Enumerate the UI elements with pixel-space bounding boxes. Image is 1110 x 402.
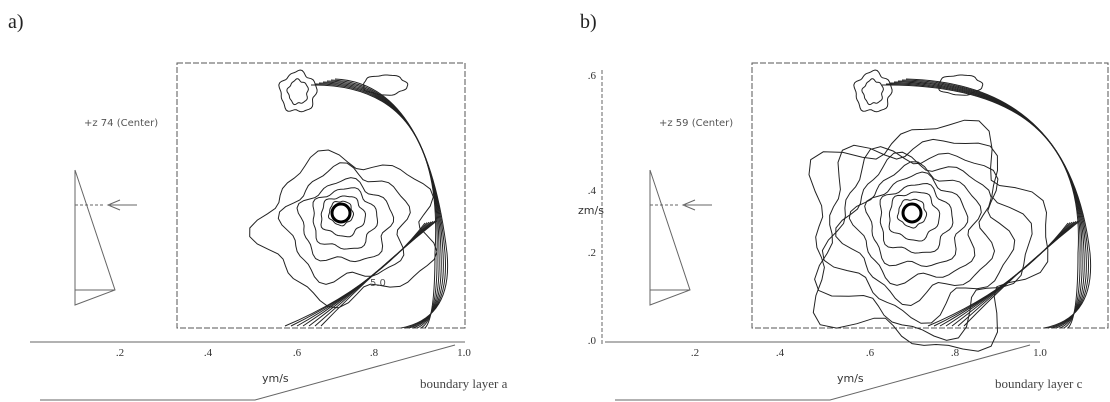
contour: [320, 195, 367, 238]
eddy-contour: [363, 74, 409, 96]
core: [330, 202, 352, 224]
arrow-head: [681, 199, 696, 211]
velocity-profile: [74, 169, 116, 306]
plot-frame: [751, 62, 1109, 329]
contour: [296, 177, 395, 263]
spiral-contour: [310, 84, 437, 329]
x-tick-label: .8: [370, 347, 379, 359]
contour-label: 5.0: [370, 278, 386, 289]
annotation: +z 59 (Center): [659, 118, 733, 129]
contour: [312, 187, 379, 250]
x-tick-label: .4: [776, 347, 785, 359]
contour: [328, 200, 355, 227]
panel-label: a): [8, 11, 24, 33]
x-tick-label: 1.0: [1033, 347, 1047, 359]
shear-contour: [296, 221, 430, 327]
annotation: +z 74 (Center): [84, 118, 158, 129]
caption: boundary layer a: [420, 376, 508, 391]
eddy-contour: [938, 74, 984, 96]
x-tick-label: .6: [293, 347, 302, 359]
shear-contour: [963, 220, 1081, 327]
contour: [808, 119, 1049, 352]
y-tick-label: .0: [588, 335, 597, 347]
connector: [615, 344, 1031, 401]
eddy-contour: [278, 69, 318, 113]
contour: [888, 191, 941, 242]
contour: [879, 182, 954, 254]
eddy-contour: [853, 69, 893, 113]
y-tick-label: .6: [588, 70, 597, 82]
eddy-contour: [861, 78, 884, 106]
contour: [249, 149, 438, 309]
spiral-contour: [885, 83, 1081, 329]
plot-frame: [176, 62, 466, 329]
x-tick-label: .8: [951, 347, 960, 359]
y-axis-label: zm/s: [578, 204, 604, 217]
contour: [864, 171, 969, 268]
velocity-profile: [649, 169, 691, 306]
spiral-contour: [889, 82, 1083, 329]
x-tick-label: .2: [116, 347, 124, 359]
arrow-head: [106, 199, 121, 211]
contour: [277, 162, 411, 285]
core: [901, 202, 923, 224]
shear-contour: [939, 221, 1073, 327]
caption: boundary layer c: [995, 376, 1083, 391]
shear-contour: [320, 220, 438, 327]
x-tick-label: .2: [691, 347, 699, 359]
contour: [848, 161, 982, 286]
contour: [896, 198, 928, 229]
contour: [821, 146, 1016, 324]
spiral-contour: [897, 80, 1087, 329]
x-tick-label: .4: [204, 347, 213, 359]
y-tick-label: .2: [588, 247, 596, 259]
shear-contour: [302, 221, 432, 327]
shear-contour: [945, 221, 1075, 327]
panel-label: b): [580, 11, 597, 33]
eddy-contour: [286, 78, 309, 106]
contour: [835, 151, 996, 307]
y-tick-label: .4: [588, 185, 597, 197]
contour: [814, 138, 1033, 341]
x-tick-label: .6: [866, 347, 875, 359]
spiral-contour: [905, 78, 1092, 329]
x-tick-label: 1.0: [457, 347, 471, 359]
connector: [40, 344, 456, 401]
x-axis-label: ym/s: [262, 372, 289, 385]
spiral-contour: [334, 78, 449, 329]
x-axis-label: ym/s: [837, 372, 864, 385]
